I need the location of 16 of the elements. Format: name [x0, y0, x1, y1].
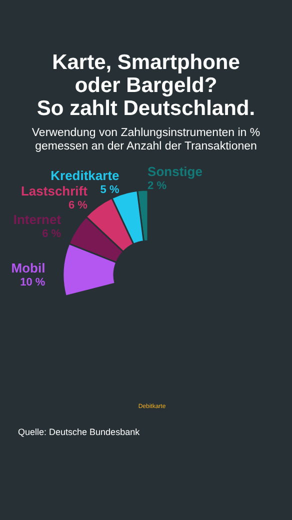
data-label: 6 % [42, 228, 62, 240]
data-label: 2 % [148, 180, 167, 192]
data-label: 5 % [100, 184, 120, 196]
slice-label: Lastschrift [20, 184, 88, 199]
slice-label: Sonstige [148, 164, 202, 180]
text: So zahlt Deutschland. [36, 97, 256, 120]
text: gemessen an der Anzahl der Transaktionen [35, 140, 257, 153]
slice-label: Kreditkarte [50, 168, 120, 184]
text: oder Bargeld? [74, 74, 218, 98]
data-label: 10 % [20, 276, 46, 289]
slice-label: Mobil [11, 260, 46, 276]
source-note: Quelle: Deutsche Bundesbank [18, 427, 140, 437]
slice-label: Internet [13, 212, 62, 227]
text: Verwendung von Zahlungsinstrumenten in % [32, 127, 260, 140]
text: Karte, Smartphone [52, 51, 240, 74]
data-label: 6 % [68, 200, 88, 212]
